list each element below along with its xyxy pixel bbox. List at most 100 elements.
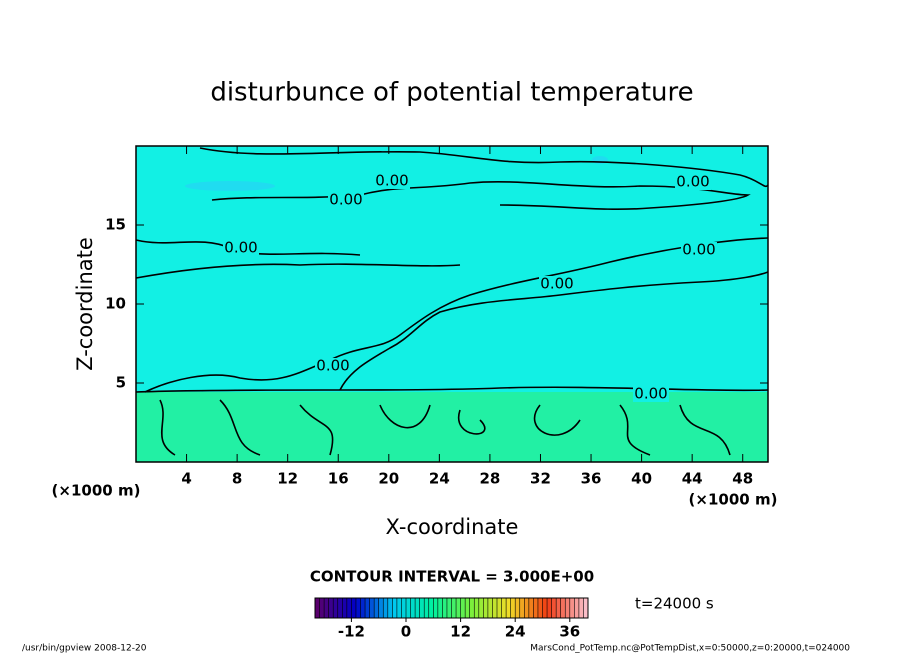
footer: MarsCond_PotTemp.nc@PotTempDist,x=0:5000… <box>530 644 850 654</box>
colorbar-swatch <box>419 598 425 618</box>
contour-label: 0.00 <box>540 275 573 293</box>
contour-label-bg <box>681 242 717 258</box>
colorbar-swatch <box>578 598 584 618</box>
contour-label: 0.00 <box>224 239 257 257</box>
contour-line <box>135 263 461 279</box>
colorbar-swatch <box>315 598 320 618</box>
colorbar-swatch <box>433 598 439 618</box>
y-tick-label: 5 <box>116 374 126 392</box>
colorbar-swatch <box>487 598 493 618</box>
x-tick-label: 48 <box>732 470 753 488</box>
colorbar-swatch <box>456 598 461 618</box>
colorbar-swatch <box>392 598 398 618</box>
contour-label-bg <box>223 240 259 256</box>
colorbar-swatch <box>574 598 580 618</box>
y-axis-title: Z-coordinate <box>73 237 97 371</box>
colorbar-swatch <box>565 598 571 618</box>
colorbar-swatch <box>547 598 552 618</box>
colorbar-swatch <box>478 598 484 618</box>
x-tick-label: 20 <box>378 470 399 488</box>
colorbar-swatch <box>342 598 348 618</box>
colorbar-swatch <box>387 598 393 618</box>
colorbar-swatch <box>442 598 448 618</box>
colorbar-swatch <box>519 598 525 618</box>
colorbar-swatch <box>528 598 534 618</box>
field-patch <box>185 181 275 191</box>
contour-line <box>144 237 769 393</box>
colorbar-swatch <box>533 598 539 618</box>
colorbar-swatch <box>360 598 366 618</box>
colorbar-swatch <box>569 598 575 618</box>
colorbar-swatch <box>497 598 502 618</box>
contour-label: 0.00 <box>316 357 349 375</box>
x-unit: (×1000 m) <box>689 491 778 509</box>
colorbar-swatch <box>583 598 589 618</box>
contour-label: 0.00 <box>682 241 715 259</box>
x-tick-label: 36 <box>581 470 602 488</box>
contour-line <box>159 399 731 456</box>
colorbar-swatch <box>383 598 389 618</box>
y-tick-label: 10 <box>105 295 126 313</box>
contour-line <box>199 147 769 188</box>
colorbar-swatch <box>351 598 357 618</box>
colorbar-swatch <box>346 598 352 618</box>
colorbar-swatch <box>324 598 329 618</box>
colorbar-swatch <box>551 598 557 618</box>
colorbar-swatch <box>560 598 566 618</box>
colorbar-swatch <box>556 598 561 618</box>
x-tick-label: 16 <box>328 470 349 488</box>
colorbar-swatch <box>492 598 498 618</box>
chart-title: disturbunce of potential temperature <box>210 78 693 108</box>
colorbar-swatch <box>401 598 407 618</box>
contour-label-bg <box>539 276 575 292</box>
colorbar-swatch <box>378 598 384 618</box>
colorbar-tick-label: 24 <box>505 623 526 641</box>
x-tick-label: 24 <box>429 470 450 488</box>
colorbar-swatch <box>542 598 548 618</box>
colorbar-swatch <box>437 598 443 618</box>
colorbar-swatch <box>337 598 343 618</box>
x-tick-label: 12 <box>277 470 298 488</box>
x-tick-label: 44 <box>682 470 703 488</box>
colorbar-tick-label: 36 <box>559 623 580 641</box>
x-tick-label: 28 <box>479 470 500 488</box>
contour-line <box>135 386 769 393</box>
colorbar-swatch <box>319 598 325 618</box>
colorbar-swatch <box>501 598 507 618</box>
colorbar-swatch <box>369 598 375 618</box>
x-tick-label: 4 <box>181 470 191 488</box>
colorbar-swatch <box>515 598 521 618</box>
contour-label-bg <box>374 173 410 189</box>
colorbar-swatch <box>483 598 489 618</box>
x-tick-label: 32 <box>530 470 551 488</box>
colorbar-swatch <box>424 598 430 618</box>
colorbar-swatch <box>333 598 339 618</box>
contour-label: 0.00 <box>634 385 667 403</box>
colorbar-swatch <box>365 598 370 618</box>
contour-label-bg <box>315 358 351 374</box>
colorbar-swatch <box>446 598 452 618</box>
colorbar-swatch <box>328 598 334 618</box>
colorbar-swatch <box>510 598 516 618</box>
colorbar-swatch <box>469 598 475 618</box>
colorbar-swatch <box>537 598 543 618</box>
contour-label-bg <box>328 192 364 208</box>
colorbar-swatch <box>451 598 457 618</box>
colorbar-tick-label: 0 <box>401 623 411 641</box>
y-tick-label: 15 <box>105 216 126 234</box>
colorbar-swatch <box>410 598 416 618</box>
contour-interval: CONTOUR INTERVAL = 3.000E+00 <box>310 568 594 586</box>
x-axis-title: X-coordinate <box>386 515 519 539</box>
contour-label: 0.00 <box>329 191 362 209</box>
colorbar-swatch <box>428 598 434 618</box>
x-tick-label: 8 <box>232 470 242 488</box>
colorbar-swatch <box>524 598 530 618</box>
x-tick-label: 40 <box>631 470 652 488</box>
colorbar-swatch <box>374 598 379 618</box>
colorbar-swatch <box>460 598 466 618</box>
colorbar-swatch <box>396 598 402 618</box>
contour-label-bg <box>675 174 711 190</box>
colorbar-swatch <box>406 598 411 618</box>
colorbar-swatch <box>415 598 420 618</box>
